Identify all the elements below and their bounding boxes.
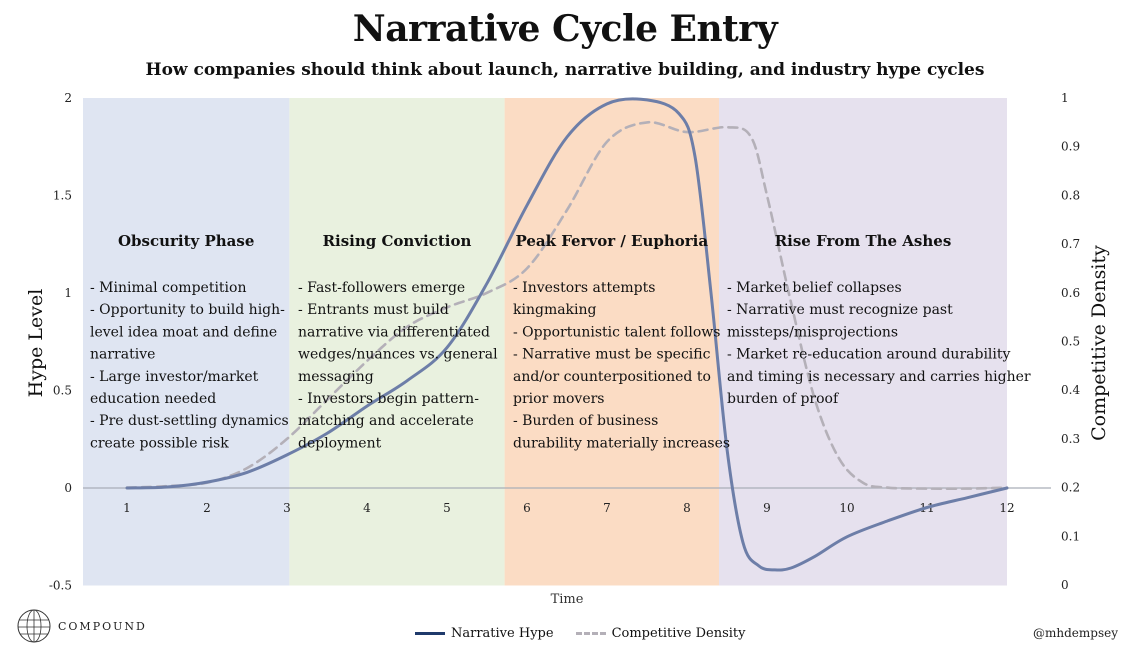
y-tick-label: -0.5 [49, 579, 72, 593]
x-tick-label: 8 [683, 501, 691, 515]
y2-tick-label: 0.8 [1061, 188, 1080, 202]
phase-bullet-text: - Large investor/market [90, 369, 259, 385]
phase-title: Rising Conviction [323, 232, 472, 250]
phase-bullet-text: education needed [90, 391, 216, 407]
y2-axis-title: Competitive Density [1088, 245, 1110, 441]
phase-bullet-text: - Narrative must recognize past [727, 302, 953, 318]
y-tick-label: 0 [64, 481, 72, 495]
y2-tick-label: 0.9 [1061, 140, 1080, 154]
y2-tick-label: 0.2 [1061, 481, 1080, 495]
phase-bullet-text: missteps/misprojections [727, 324, 898, 340]
phase-band-2 [289, 98, 505, 586]
phase-bullet-text: and/or counterpositioned to [513, 369, 711, 385]
y2-tick-label: 0.1 [1061, 529, 1080, 543]
chart-legend: Narrative Hype Competitive Density [415, 626, 768, 641]
phase-bullet-text: deployment [298, 435, 382, 451]
x-tick-label: 9 [763, 501, 771, 515]
x-tick-label: 2 [203, 501, 211, 515]
phase-bullet-text: - Minimal competition [90, 280, 246, 296]
compound-globe-icon [17, 609, 51, 643]
phase-bullet-text: prior movers [513, 391, 604, 407]
phase-bullet-text: - Opportunistic talent follows [513, 324, 720, 340]
phase-bullet-text: - Fast-followers emerge [298, 280, 465, 296]
y2-tick-label: 0.5 [1061, 335, 1080, 349]
phase-bullet-text: burden of proof [727, 391, 840, 407]
phase-bullet-text: - Investors attempts [513, 280, 655, 296]
phase-bullet-text: create possible risk [90, 435, 229, 451]
phase-band-4 [719, 98, 1007, 586]
series-line-competitive-density [125, 120, 1009, 490]
phase-bullet-text: messaging [298, 369, 374, 385]
phase-band-1 [83, 98, 290, 586]
phase-bullet-text: - Burden of business [513, 413, 658, 429]
x-tick-label: 1 [123, 501, 131, 515]
phase-bullet-text: wedges/nuances vs. general [298, 347, 498, 363]
phase-bullet-text: matching and accelerate [298, 413, 474, 429]
y-axis-title: Hype Level [25, 289, 47, 398]
legend-label-hype: Narrative Hype [451, 626, 554, 641]
phase-bullet-text: narrative via differentiated [298, 324, 490, 340]
y2-tick-label: 0.7 [1061, 237, 1080, 251]
phase-bullet-text: kingmaking [513, 302, 597, 318]
compound-logo-text: COMPOUND [58, 619, 147, 633]
y-tick-label: 1.5 [53, 189, 72, 203]
x-tick-label: 7 [603, 501, 611, 515]
chart-title: Narrative Cycle Entry [352, 8, 778, 50]
phase-bullet-text: - Market re-education around durability [727, 347, 1011, 363]
phase-bullet-text: - Market belief collapses [727, 280, 902, 296]
legend-item-hype: Narrative Hype [415, 626, 554, 641]
phase-bullet-text: - Investors begin pattern- [298, 391, 479, 407]
legend-label-density: Competitive Density [611, 626, 746, 641]
y-tick-label: 0.5 [53, 384, 72, 398]
y-tick-label: 1 [64, 286, 72, 300]
phase-title: Peak Fervor / Euphoria [515, 232, 708, 250]
x-tick-label: 5 [443, 501, 451, 515]
legend-item-density: Competitive Density [575, 626, 746, 641]
x-tick-label: 4 [363, 501, 371, 515]
phase-bullet-text: - Pre dust-settling dynamics [90, 413, 289, 429]
x-axis-title: Time [551, 592, 584, 607]
series-line-narrative-hype [125, 97, 1009, 572]
phase-bullet-text: and timing is necessary and carries high… [727, 369, 1031, 385]
y2-tick-label: 0.4 [1061, 383, 1080, 397]
x-tick-label: 6 [523, 501, 531, 515]
x-tick-label: 3 [283, 501, 291, 515]
y2-tick-label: 0.3 [1061, 432, 1080, 446]
y-tick-label: 2 [64, 91, 72, 105]
phase-title: Obscurity Phase [118, 232, 254, 250]
author-handle: @mhdempsey [1033, 626, 1118, 640]
x-tick-label: 12 [999, 501, 1014, 515]
legend-swatch-hype [415, 632, 445, 635]
y2-tick-label: 1 [1061, 91, 1069, 105]
y2-tick-label: 0.6 [1061, 286, 1080, 300]
y2-tick-label: 0 [1061, 578, 1069, 592]
phase-title: Rise From The Ashes [775, 232, 952, 250]
phase-bullet-text: level idea moat and define [90, 324, 277, 340]
phase-bullet-text: - Entrants must build [298, 302, 449, 318]
compound-logo: COMPOUND [16, 608, 147, 644]
phase-bullet-text: durability materially increases [513, 435, 730, 451]
chart-subtitle: How companies should think about launch,… [145, 60, 985, 80]
phase-bullet-text: - Opportunity to build high- [90, 302, 285, 318]
legend-swatch-density [575, 632, 606, 635]
x-tick-label: 10 [839, 501, 854, 515]
phase-bullet-text: narrative [90, 347, 155, 363]
phase-bullet-text: - Narrative must be specific [513, 347, 711, 363]
